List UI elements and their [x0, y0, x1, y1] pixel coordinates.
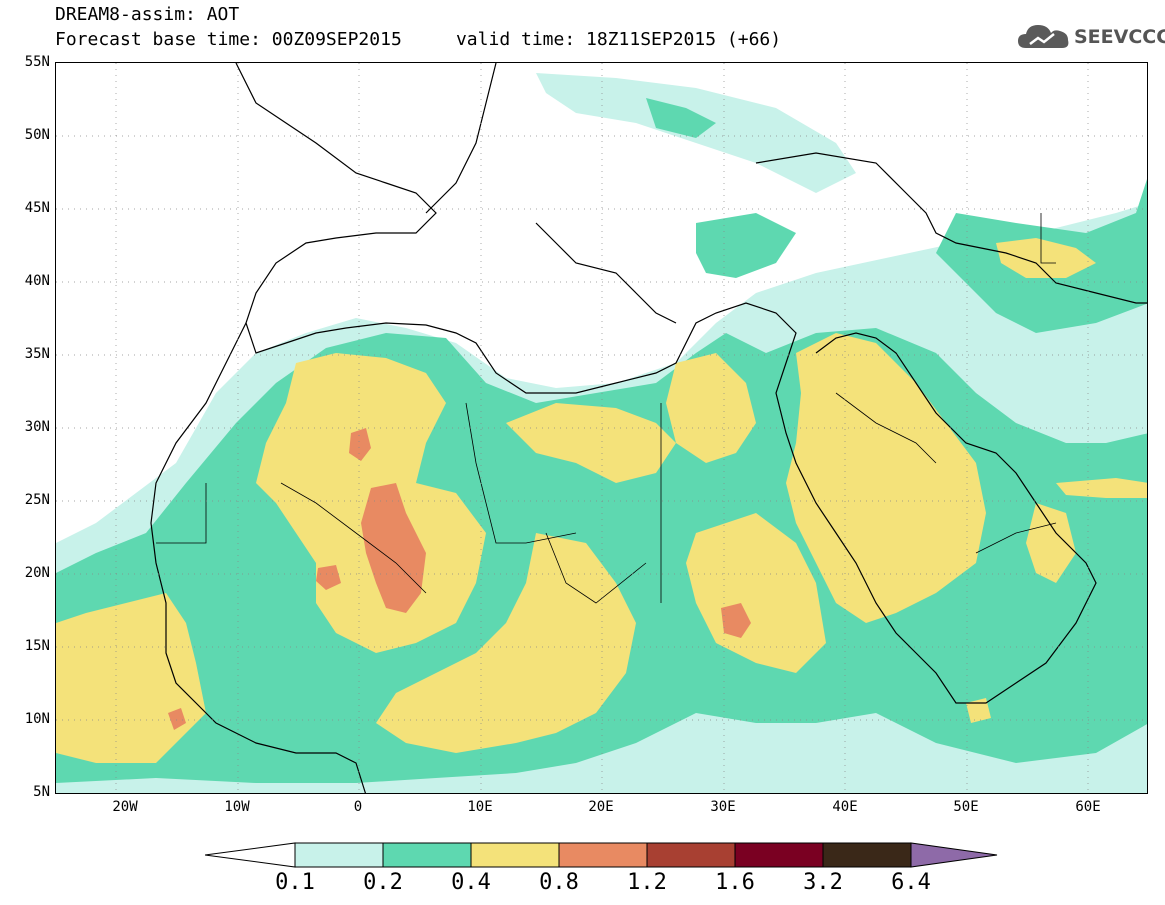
lat-label-5n: 5N	[33, 784, 50, 800]
aot-map	[55, 62, 1148, 794]
lon-label-50e: 50E	[953, 799, 979, 815]
colorbar-bin-1	[294, 842, 384, 868]
lat-label-30n: 30N	[24, 419, 50, 435]
colorbar-label-0-1: 0.1	[275, 870, 315, 895]
lon-label-60e: 60E	[1075, 799, 1101, 815]
aot-level-0-8	[168, 428, 751, 730]
lat-label-25n: 25N	[24, 492, 50, 508]
colorbar-label-1-2: 1.2	[627, 870, 667, 895]
colorbar-label-0-4: 0.4	[451, 870, 491, 895]
coastlines	[150, 63, 1147, 793]
lat-label-50n: 50N	[24, 127, 50, 143]
lat-label-15n: 15N	[24, 638, 50, 654]
lon-label-10w: 10W	[224, 799, 250, 815]
colorbar-over-arrow	[910, 842, 998, 868]
colorbar-bin-4	[558, 842, 648, 868]
lon-label-20e: 20E	[588, 799, 614, 815]
lat-label-40n: 40N	[24, 273, 50, 289]
colorbar-label-6-4: 6.4	[891, 870, 931, 895]
lat-label-35n: 35N	[24, 346, 50, 362]
colorbar-bin-6	[734, 842, 824, 868]
colorbar-label-0-2: 0.2	[363, 870, 403, 895]
logo-text: SEEVCCC	[1074, 26, 1165, 48]
colorbar-label-1-6: 1.6	[715, 870, 755, 895]
lat-label-45n: 45N	[24, 200, 50, 216]
lat-label-20n: 20N	[24, 565, 50, 581]
lon-label-10e: 10E	[467, 799, 493, 815]
lat-label-55n: 55N	[24, 54, 50, 70]
colorbar-bin-7	[822, 842, 912, 868]
aot-colorbar	[205, 842, 998, 868]
chart-title: DREAM8-assim: AOT	[55, 4, 240, 25]
seevccc-logo: SEEVCCC	[1018, 22, 1165, 52]
lon-label-20w: 20W	[112, 799, 138, 815]
colorbar-bin-5	[646, 842, 736, 868]
country-borders	[156, 213, 1057, 604]
colorbar-bin-3	[470, 842, 560, 868]
forecast-time-subtitle: Forecast base time: 00Z09SEP2015 valid t…	[55, 29, 782, 50]
colorbar-label-0-8: 0.8	[539, 870, 579, 895]
colorbar-label-3-2: 3.2	[803, 870, 843, 895]
aot-field-map	[56, 63, 1147, 793]
cloud-icon	[1018, 25, 1069, 48]
lon-label-0: 0	[353, 799, 363, 815]
graticule	[56, 63, 1147, 793]
lon-label-30e: 30E	[710, 799, 736, 815]
colorbar-under-arrow	[205, 842, 296, 868]
lat-label-10n: 10N	[24, 711, 50, 727]
lon-label-40e: 40E	[832, 799, 858, 815]
colorbar-bin-2	[382, 842, 472, 868]
